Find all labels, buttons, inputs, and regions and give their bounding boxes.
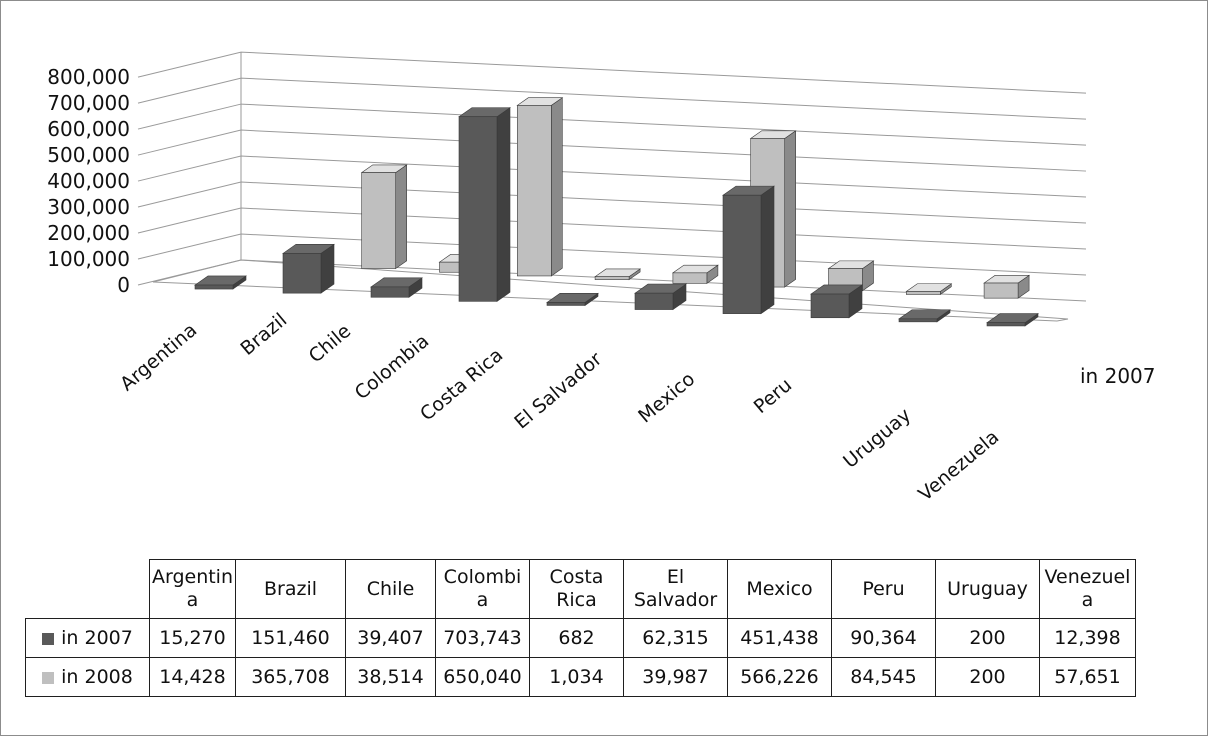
y-tick-label: 100,000 — [47, 247, 130, 271]
gridline — [137, 207, 1087, 250]
table-header-cell: Peru — [831, 559, 936, 619]
x-tick-label: Colombia — [351, 330, 434, 404]
bar-in-2007-5 — [634, 283, 687, 311]
bar-in-2008-8 — [905, 283, 953, 296]
table-header-row: Argentin a Brazil Chile Colombi a Costa Rica El S… — [25, 559, 1136, 619]
chart-3d-columns: 800,000700,000600,000500,000400,000300,0… — [47, 51, 1156, 506]
table-cell: 650,040 — [435, 657, 530, 697]
table-header-cell: Brazil — [235, 559, 346, 619]
table-cell: 682 — [529, 618, 624, 658]
x-tick-label: Costa Rica — [416, 344, 507, 425]
table-cell: 365,708 — [235, 657, 346, 697]
table-header-cell: Uruguay — [935, 559, 1040, 619]
table-cell: 200 — [935, 657, 1040, 697]
y-axis-ticks: 800,000700,000600,000500,000400,000300,0… — [47, 65, 130, 297]
x-tick-label: Peru — [750, 374, 797, 418]
bar-in-2007-2 — [370, 277, 423, 298]
table-cell: 15,270 — [149, 618, 236, 658]
x-tick-label: Argentina — [116, 319, 201, 395]
x-tick-label: Chile — [305, 320, 356, 367]
table-header-cell: Argentin a — [149, 559, 236, 619]
table-cell: 62,315 — [623, 618, 728, 658]
x-tick-label: Brazil — [236, 309, 291, 360]
y-tick-label: 200,000 — [47, 221, 130, 245]
y-tick-label: 600,000 — [47, 117, 130, 141]
table-cell: 84,545 — [831, 657, 936, 697]
table-header-cell: Costa Rica — [529, 559, 624, 619]
bar-in-2008-4 — [594, 268, 642, 281]
bar-in-2007-6 — [722, 185, 775, 315]
bar-in-2007-1 — [282, 243, 335, 294]
table-header-cell: Chile — [345, 559, 436, 619]
table-cell: 12,398 — [1039, 618, 1136, 658]
gridline — [137, 155, 1087, 198]
table-header-cell: Colombi a — [435, 559, 530, 619]
table-cell: 90,364 — [831, 618, 936, 658]
table-cell: 38,514 — [345, 657, 436, 697]
table-row: in 2007 15,270 151,460 39,407 703,743 682 62,3… — [25, 618, 1136, 658]
legend-key-cell: in 2007 — [25, 618, 150, 658]
bar-in-2008-5 — [671, 264, 719, 284]
y-tick-label: 800,000 — [47, 65, 130, 89]
table-cell: 14,428 — [149, 657, 236, 697]
bar-in-2007-9 — [986, 313, 1039, 327]
table-cell: 57,651 — [1039, 657, 1136, 697]
table-row: in 2008 14,428 365,708 38,514 650,040 1,034 39… — [25, 657, 1136, 697]
table-corner — [25, 559, 150, 619]
table-cell: 703,743 — [435, 618, 530, 658]
bar-in-2007-0 — [194, 275, 247, 290]
legend-key-cell: in 2008 — [25, 657, 150, 697]
bars — [194, 97, 1039, 327]
y-tick-label: 700,000 — [47, 91, 130, 115]
bar-in-2007-8 — [898, 309, 951, 323]
table-body: in 2007 15,270 151,460 39,407 703,743 682 62,3… — [25, 618, 1136, 697]
table-cell: 151,460 — [235, 618, 346, 658]
y-tick-label: 400,000 — [47, 169, 130, 193]
bar-in-2008-9 — [983, 274, 1031, 299]
table-header-cell: Venezuel a — [1039, 559, 1136, 619]
gridline — [137, 233, 1087, 276]
table-cell: 1,034 — [529, 657, 624, 697]
x-tick-label: Uruguay — [839, 404, 915, 473]
gridline — [137, 181, 1087, 224]
data-table: Argentin a Brazil Chile Colombi a Costa Rica El S… — [25, 559, 1136, 697]
legend-swatch — [42, 632, 55, 645]
gridline — [137, 259, 1087, 302]
y-tick-label: 300,000 — [47, 195, 130, 219]
gridline — [137, 103, 1087, 146]
table-cell: 566,226 — [727, 657, 832, 697]
gridline — [137, 77, 1087, 120]
table-header-cell: El Salvador — [623, 559, 728, 619]
x-tick-label: Venezuela — [914, 426, 1003, 506]
gridline — [137, 129, 1087, 172]
y-tick-label: 500,000 — [47, 143, 130, 167]
y-tick-label: 0 — [117, 273, 130, 297]
bar-in-2007-4 — [546, 292, 599, 307]
table-cell: 451,438 — [727, 618, 832, 658]
table-cell: 39,407 — [345, 618, 436, 658]
bar-in-2008-3 — [516, 97, 564, 277]
legend-swatch — [42, 671, 55, 684]
x-tick-label: El Salvador — [510, 348, 606, 434]
table-header-cell: Mexico — [727, 559, 832, 619]
bar-in-2008-1 — [360, 164, 408, 270]
x-tick-label: Mexico — [634, 368, 699, 427]
gridline — [137, 51, 1087, 94]
bar-in-2007-7 — [810, 284, 863, 319]
table-cell: 39,987 — [623, 657, 728, 697]
bar-in-2007-3 — [458, 107, 511, 302]
depth-axis-label: in 2007 — [1080, 364, 1156, 388]
gridlines — [137, 51, 1087, 302]
table-cell: 200 — [935, 618, 1040, 658]
